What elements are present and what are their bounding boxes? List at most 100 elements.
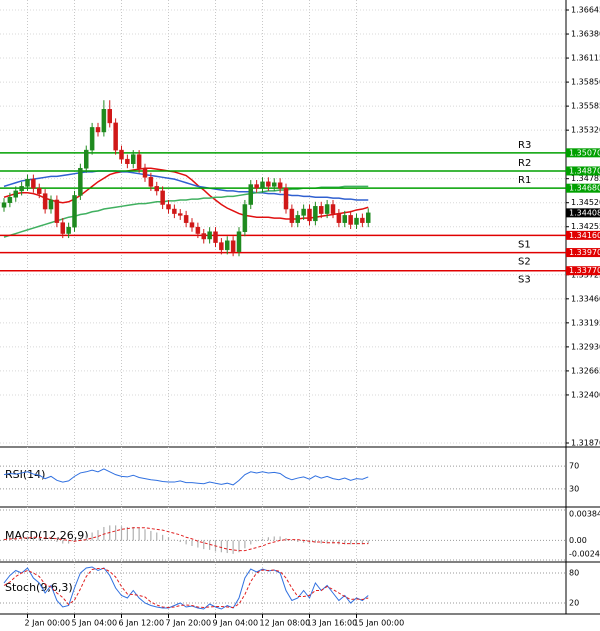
- candle-body: [72, 195, 77, 228]
- candle-body: [336, 213, 342, 223]
- histogram-bar: [179, 540, 181, 542]
- candle-body: [178, 213, 183, 216]
- candle-body: [307, 208, 312, 222]
- candle-body: [95, 127, 101, 133]
- candle-body: [113, 122, 118, 151]
- histogram-bar: [197, 540, 199, 548]
- candle-body: [136, 154, 142, 169]
- candle-body: [148, 177, 154, 187]
- histogram-bar: [26, 536, 29, 541]
- histogram-bar: [185, 540, 187, 545]
- histogram-bar: [326, 540, 328, 544]
- level-name: R3: [518, 140, 531, 151]
- level-price-label: 1.34680: [569, 184, 600, 193]
- histogram-bar: [167, 537, 170, 541]
- candle-body: [125, 158, 130, 164]
- y-tick-label: 1.32930: [571, 342, 600, 351]
- indicator-title: Stoch(9,6,3): [5, 581, 73, 594]
- histogram-bar: [244, 540, 246, 549]
- level-price-label: 1.34870: [569, 166, 600, 175]
- y-tick-label: 1.33460: [571, 294, 600, 303]
- y-tick-label: 1.35850: [571, 78, 600, 87]
- y-tick-label: 1.34255: [571, 222, 600, 231]
- histogram-bar: [226, 540, 228, 554]
- candle-body: [60, 222, 65, 234]
- histogram-bar: [303, 540, 305, 543]
- x-tick-label: 2 Jan 00:00: [25, 619, 71, 628]
- indicator-line: [3, 568, 369, 609]
- candle-body: [48, 199, 54, 210]
- level-price-box: [566, 248, 600, 258]
- y-tick-label: -0.002479: [569, 550, 600, 559]
- histogram-bar: [350, 540, 352, 545]
- histogram-bar: [332, 540, 334, 544]
- histogram-bar: [209, 540, 211, 550]
- histogram-bar: [156, 532, 158, 541]
- candle-body: [289, 208, 295, 223]
- y-tick-label: 0.003848: [569, 510, 600, 519]
- y-tick-label: 30: [569, 484, 579, 493]
- histogram-bar: [297, 540, 299, 542]
- histogram-bar: [173, 539, 175, 541]
- level-price-label: 1.33770: [569, 266, 600, 275]
- histogram-bar: [38, 538, 40, 541]
- candle-body: [319, 206, 324, 214]
- histogram-bar: [150, 530, 152, 541]
- y-tick-label: 1.34520: [571, 198, 600, 207]
- current-price-label: 1.34408: [569, 208, 600, 217]
- candle-body: [1, 202, 7, 208]
- histogram-bar: [267, 537, 269, 541]
- candle-body: [230, 240, 236, 252]
- candle-body: [66, 226, 71, 234]
- candle-body: [37, 187, 42, 194]
- histogram-bar: [138, 527, 140, 541]
- candle-body: [201, 233, 206, 240]
- level-name: R1: [518, 175, 531, 186]
- histogram-bar: [203, 540, 205, 550]
- level-price-label: 1.35070: [569, 148, 600, 157]
- histogram-bar: [44, 539, 46, 541]
- y-tick-label: 1.35585: [571, 102, 600, 111]
- histogram-bar: [115, 525, 117, 541]
- candle-body: [89, 127, 95, 151]
- histogram-bar: [62, 540, 64, 544]
- histogram-bar: [21, 537, 23, 541]
- candle-body: [313, 206, 318, 222]
- histogram-bar: [162, 534, 164, 541]
- histogram-bar: [361, 540, 363, 545]
- indicator-title: RSI(14): [5, 468, 45, 481]
- x-tick-label: 15 Jan 00:00: [354, 619, 405, 628]
- level-price-label: 1.33970: [569, 248, 600, 257]
- histogram-bar: [97, 530, 99, 541]
- histogram-bar: [308, 540, 311, 544]
- level-name: R2: [518, 158, 531, 169]
- level-price-box: [566, 266, 600, 276]
- candle-body: [31, 178, 36, 189]
- candle-body: [101, 109, 107, 133]
- y-tick-label: 1.32665: [571, 366, 600, 375]
- x-tick-label: 9 Jan 04:00: [213, 619, 259, 628]
- y-tick-label: 1.33195: [571, 318, 600, 327]
- histogram-bar: [285, 538, 287, 541]
- histogram-bar: [279, 536, 281, 541]
- histogram-bar: [232, 540, 234, 554]
- histogram-bar: [355, 540, 358, 545]
- y-tick-label: 1.34785: [571, 174, 600, 183]
- candle-body: [195, 226, 201, 234]
- x-tick-label: 5 Jan 04:00: [72, 619, 118, 628]
- histogram-bar: [85, 535, 87, 541]
- candle-body: [172, 208, 177, 214]
- candle-body: [266, 181, 271, 187]
- candle-body: [207, 231, 212, 240]
- candle-body: [360, 217, 365, 223]
- x-tick-label: 12 Jan 08:00: [260, 619, 311, 628]
- candle-body: [260, 181, 265, 189]
- candle-body: [19, 186, 24, 192]
- y-tick-label: 80: [569, 569, 579, 578]
- histogram-bar: [144, 529, 146, 541]
- level-price-box: [566, 230, 600, 240]
- y-tick-label: 1.31870: [571, 439, 600, 448]
- candle-body: [301, 208, 306, 216]
- histogram-bar: [273, 536, 275, 541]
- y-tick-label: 1.35320: [571, 126, 600, 135]
